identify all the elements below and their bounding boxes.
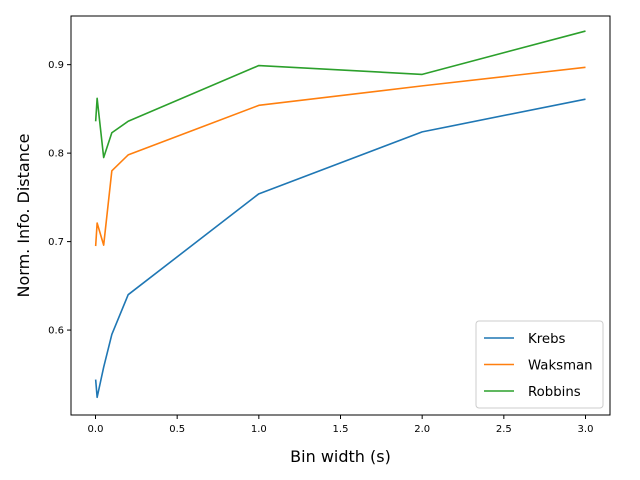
x-axis: 0.0 0.5 1.0 1.5 2.0 2.5 3.0 <box>88 415 594 435</box>
x-tick-label: 0.0 <box>88 424 104 435</box>
legend-box <box>475 320 604 409</box>
x-tick-label: 1.5 <box>333 424 349 435</box>
x-tick-label: 0.5 <box>169 424 185 435</box>
legend-label-robbins: Robbins <box>528 385 581 400</box>
y-tick-label: 0.6 <box>48 326 64 337</box>
y-tick-label: 0.8 <box>48 149 64 160</box>
y-axis: 0.6 0.7 0.8 0.9 <box>48 60 71 337</box>
series-line-krebs <box>94 98 586 399</box>
y-tick-label: 0.7 <box>48 237 64 248</box>
x-tick-label: 1.0 <box>251 424 267 435</box>
x-axis-label: Bin width (s) <box>290 447 391 466</box>
series-line-robbins <box>94 30 586 159</box>
y-tick-label: 0.9 <box>48 60 64 71</box>
legend-label-krebs: Krebs <box>528 332 566 347</box>
x-tick-label: 2.5 <box>496 424 512 435</box>
y-axis-label: Norm. Info. Distance <box>14 134 33 298</box>
series-layer <box>94 30 586 399</box>
series-line-waksman <box>94 66 586 247</box>
legend: Krebs Waksman Robbins <box>475 320 604 409</box>
x-tick-label: 2.0 <box>414 424 430 435</box>
legend-label-waksman: Waksman <box>528 359 593 374</box>
x-tick-label: 3.0 <box>578 424 594 435</box>
